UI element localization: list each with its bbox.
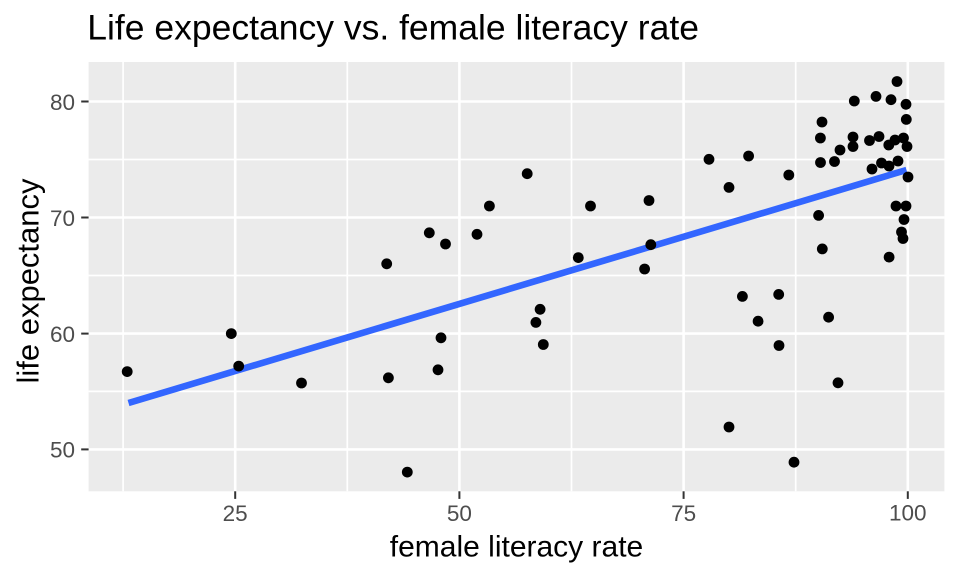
svg-text:female literacy rate: female literacy rate (390, 531, 643, 564)
svg-text:60: 60 (50, 322, 75, 347)
svg-text:Life expectancy vs. female lit: Life expectancy vs. female literacy rate (87, 7, 699, 47)
svg-text:life expectancy: life expectancy (10, 178, 45, 384)
svg-text:100: 100 (889, 501, 927, 526)
svg-text:70: 70 (50, 206, 75, 231)
svg-text:50: 50 (50, 438, 75, 463)
svg-text:75: 75 (671, 501, 696, 526)
svg-text:50: 50 (447, 501, 472, 526)
svg-text:25: 25 (223, 501, 248, 526)
svg-text:80: 80 (50, 90, 75, 115)
